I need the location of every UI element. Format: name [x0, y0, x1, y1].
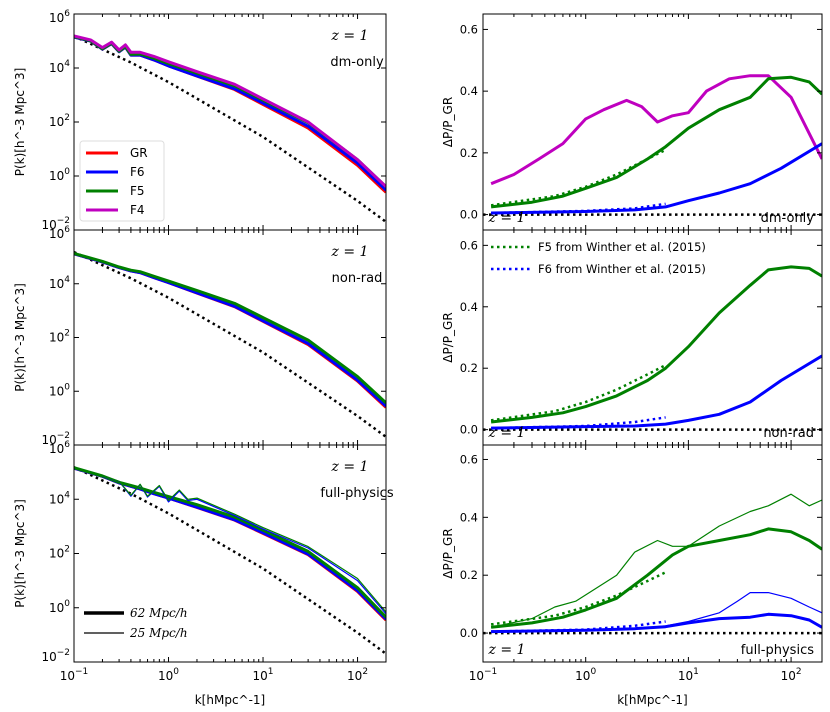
- x-tick-label: 102: [781, 667, 802, 683]
- y-tick-label: 0.6: [460, 22, 478, 36]
- panel-label: dm-only: [761, 211, 815, 226]
- y-tick-label: 0.0: [460, 208, 478, 222]
- y-tick-label: 0.6: [460, 452, 478, 466]
- y-tick-label: 0.2: [460, 146, 478, 160]
- x-tick-label: 10−1: [60, 667, 89, 683]
- panel-left-non-rad: z = 1 non-rad P(k)[h^-3 Mpc^3]: [13, 229, 387, 446]
- panel-left-full-physics: z = 1 full-physics P(k)[h^-3 Mpc^3]: [13, 444, 394, 663]
- y-tick-label: 0.4: [460, 300, 478, 314]
- series-line-f5: [74, 251, 386, 405]
- legend-label-winther: F6 from Winther et al. (2015): [538, 262, 706, 276]
- series-line-f5: [490, 527, 822, 629]
- legend-label-f5: F5: [130, 184, 145, 198]
- legend-box: 62 Mpc/h 25 Mpc/h: [84, 606, 188, 640]
- y-tick-label: 0.0: [460, 626, 478, 640]
- series-line-f5-winther: [490, 363, 667, 422]
- panel-label: non-rad: [332, 271, 383, 286]
- panel-frame: [482, 444, 823, 663]
- redshift-label: z = 1: [488, 425, 526, 441]
- y-tick-label: 0.4: [460, 84, 478, 98]
- legend-label-box: 25 Mpc/h: [129, 626, 188, 640]
- legend-models: GR F6 F5 F4: [79, 140, 165, 222]
- panel-frame: [73, 444, 387, 663]
- series-line-f6-25mpc-h: [491, 591, 822, 633]
- redshift-label: z = 1: [331, 459, 369, 475]
- y-tick-label: 104: [49, 490, 70, 506]
- legend-frame: [79, 140, 165, 222]
- x-tick-label: 101: [253, 667, 274, 683]
- y-tick-label: 100: [49, 599, 70, 615]
- panel-right-dm-only: 0.0 0.2 0.4 0.6 z = 1 dm-only ΔP/P_GR: [441, 13, 823, 231]
- panel-frame: [482, 13, 823, 231]
- legend-label-gr: GR: [130, 146, 148, 160]
- legend-label-winther: F5 from Winther et al. (2015): [538, 240, 706, 254]
- x-tick-label: 10−1: [469, 667, 498, 683]
- panel-frame: [73, 229, 387, 446]
- y-axis-label: ΔP/P_GR: [441, 312, 455, 362]
- legend-winther: F5 from Winther et al. (2015) F6 from Win…: [491, 240, 706, 276]
- redshift-label: z = 1: [331, 244, 369, 260]
- y-axis-label: P(k)[h^-3 Mpc^3]: [13, 283, 27, 392]
- y-tick-label: 0.4: [460, 510, 478, 524]
- y-axis-label: P(k)[h^-3 Mpc^3]: [13, 68, 27, 177]
- y-tick-label: 102: [49, 329, 70, 345]
- y-axis-label: P(k)[h^-3 Mpc^3]: [13, 499, 27, 608]
- series-line-f6: [491, 142, 822, 215]
- y-tick-label: 10−2: [41, 431, 70, 447]
- y-tick-label: 100: [49, 167, 70, 183]
- legend-label-f4: F4: [130, 203, 145, 217]
- y-tick-label: 106: [49, 9, 70, 25]
- redshift-label: z = 1: [331, 28, 369, 44]
- series-line-f4: [74, 34, 386, 188]
- x-tick-label: 100: [158, 667, 179, 683]
- y-tick-label: 102: [49, 113, 70, 129]
- series-line-f6: [491, 354, 822, 430]
- panel-label: full-physics: [741, 643, 814, 658]
- panel-right-full-physics: 0.0 0.2 0.4 0.6 z = 1 full-physics ΔP/P_GR: [441, 444, 823, 663]
- y-tick-label: 0.6: [460, 238, 478, 252]
- legend-label-box: 62 Mpc/h: [130, 606, 188, 620]
- y-axis-label: ΔP/P_GR: [441, 528, 455, 578]
- x-tick-label: 101: [678, 667, 699, 683]
- series-line-f5: [490, 265, 822, 424]
- y-tick-label: 0.2: [460, 361, 478, 375]
- series-line-f5-25mpc-h: [102, 475, 386, 613]
- y-tick-label: 0.2: [460, 568, 478, 582]
- x-axis-label: k[hMpc^-1]: [617, 693, 688, 707]
- x-tick-label: 102: [347, 667, 368, 683]
- y-tick-label: 10−2: [41, 216, 70, 232]
- x-tick-label: 100: [575, 667, 596, 683]
- y-tick-label: 100: [49, 382, 70, 398]
- y-tick-label: 106: [49, 225, 70, 241]
- panel-label: dm-only: [330, 55, 384, 70]
- y-tick-label: 104: [49, 59, 70, 75]
- y-tick-label: 10−2: [41, 648, 70, 664]
- legend-label-f6: F6: [130, 165, 145, 179]
- series-line-f5: [490, 75, 822, 209]
- y-tick-label: 106: [49, 440, 70, 456]
- panel-label: full-physics: [320, 486, 393, 501]
- y-tick-label: 104: [49, 275, 70, 291]
- series-line-f5-winther: [490, 148, 667, 207]
- redshift-label: z = 1: [488, 210, 526, 226]
- y-axis-label: ΔP/P_GR: [441, 97, 455, 147]
- y-tick-label: 0.0: [460, 423, 478, 437]
- redshift-label: z = 1: [488, 642, 526, 658]
- y-tick-label: 102: [49, 545, 70, 561]
- panel-label: non-rad: [763, 426, 814, 441]
- series-line-f4: [490, 74, 822, 186]
- series-line-f5-25mpc-h: [490, 493, 822, 628]
- x-axis-label: k[hMpc^-1]: [195, 693, 266, 707]
